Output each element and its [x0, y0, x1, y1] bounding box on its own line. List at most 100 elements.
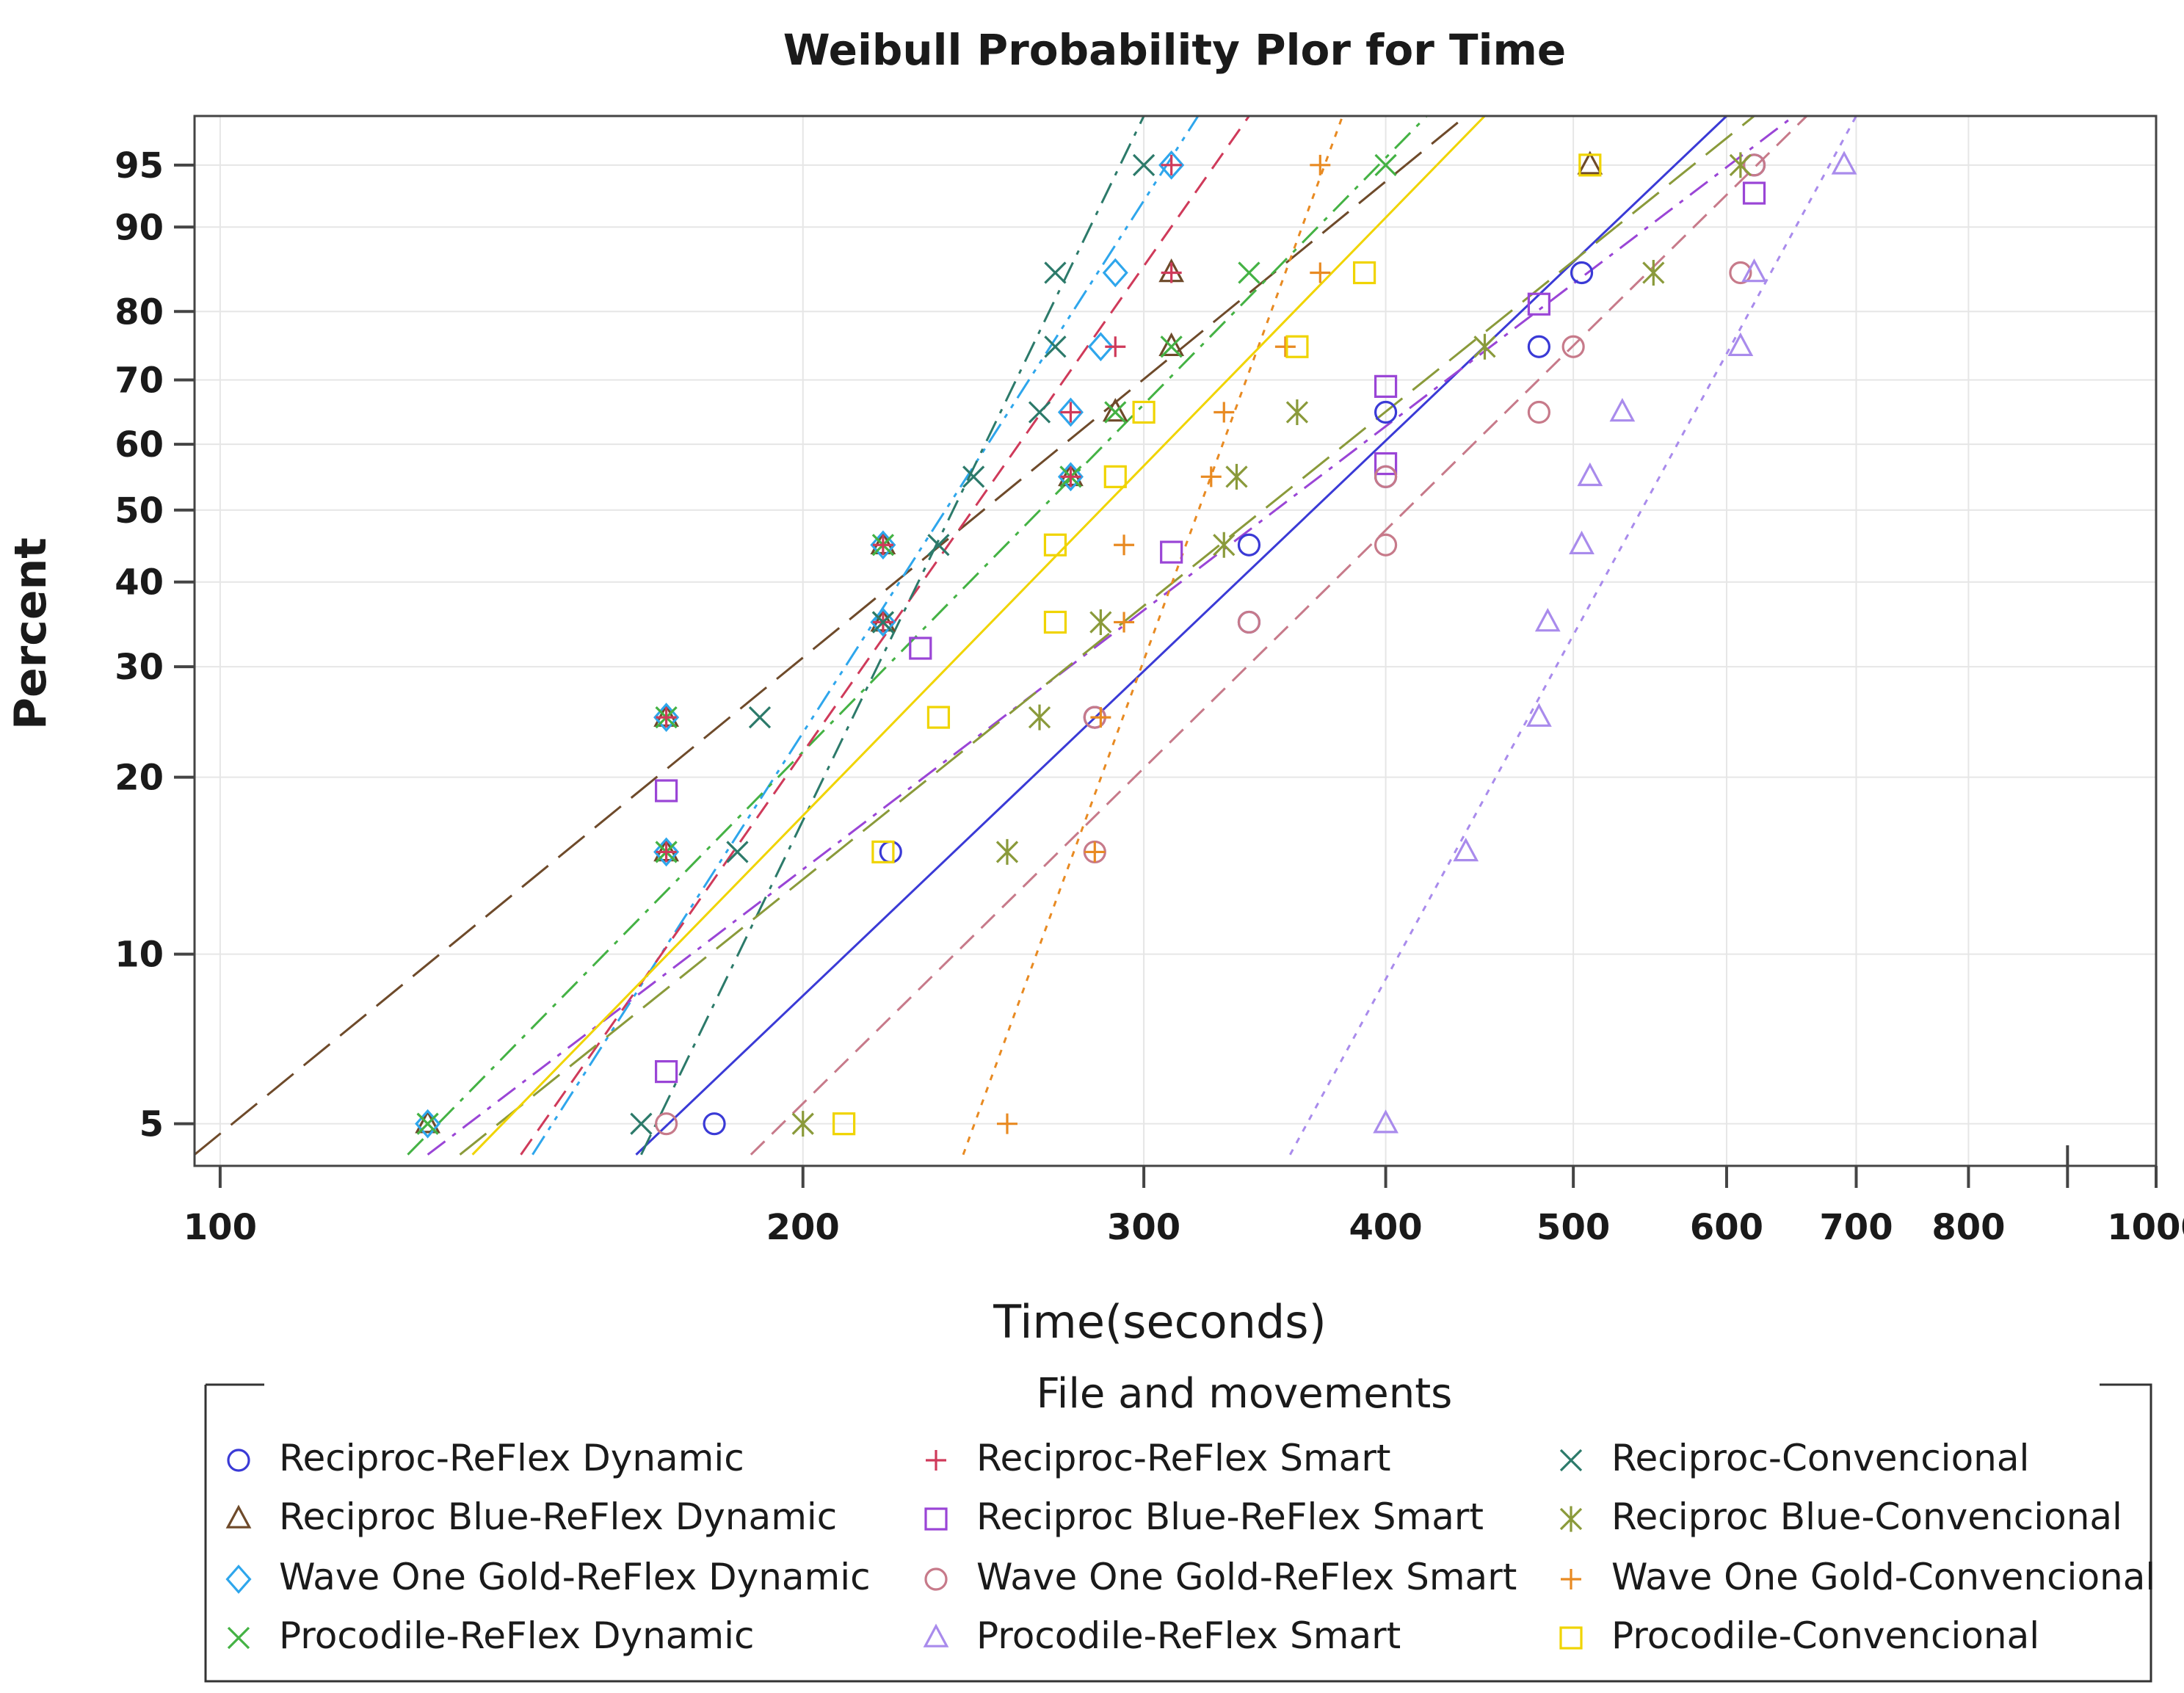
- fit-line-9: [640, 116, 1145, 1156]
- data-point-series-6: [1742, 181, 1766, 205]
- legend-label-11: Wave One Gold-Convencional: [1611, 1556, 2155, 1598]
- legend-label-5: Reciproc-ReFlex Smart: [976, 1437, 1390, 1479]
- legend-label-4: Procodile-ReFlex Dynamic: [279, 1614, 755, 1657]
- data-point-series-5: [656, 841, 677, 863]
- legend-label-3: Wave One Gold-ReFlex Dynamic: [279, 1556, 871, 1598]
- legend-marker-7: [924, 1567, 948, 1591]
- data-point-series-1: [1570, 261, 1594, 285]
- data-point-series-6: [1160, 540, 1183, 564]
- x-tick-label: 200: [766, 1207, 840, 1248]
- data-point-series-4: [1238, 261, 1260, 284]
- data-point-series-7: [1561, 335, 1585, 358]
- y-tick-label: 20: [115, 758, 164, 799]
- data-point-series-7: [1374, 533, 1398, 557]
- data-point-series-8: [1453, 837, 1479, 862]
- data-point-series-4: [1160, 336, 1183, 358]
- legend-marker-5: [926, 1450, 946, 1471]
- data-point-series-2: [1102, 397, 1128, 422]
- data-point-series-7: [1729, 261, 1752, 285]
- data-point-series-12: [926, 706, 951, 729]
- data-point-series-9: [927, 534, 950, 557]
- data-point-series-7: [1374, 465, 1398, 488]
- data-point-series-10: [1213, 532, 1236, 558]
- data-point-series-12: [832, 1112, 856, 1136]
- data-point-series-6: [655, 1060, 678, 1084]
- data-point-series-5: [1060, 402, 1081, 423]
- data-point-series-6: [1374, 374, 1398, 398]
- data-point-series-11: [1090, 707, 1111, 728]
- data-point-series-8: [1534, 607, 1561, 632]
- legend-marker-1: [227, 1449, 250, 1472]
- legend-label-2: Reciproc Blue-ReFlex Dynamic: [279, 1496, 837, 1538]
- legend-frame: [204, 1383, 2152, 1683]
- data-point-series-11: [1213, 402, 1235, 423]
- x-tick-label: 100: [184, 1207, 257, 1248]
- data-point-series-10: [1642, 259, 1665, 286]
- fit-lines: [195, 116, 1857, 1156]
- fit-line-6: [427, 116, 1795, 1156]
- data-point-series-7: [655, 1112, 678, 1136]
- x-tick-label: 500: [1537, 1207, 1610, 1248]
- legend-label-8: Procodile-ReFlex Smart: [976, 1614, 1401, 1657]
- data-point-series-5: [1105, 336, 1126, 358]
- legend-marker-3: [225, 1565, 252, 1594]
- data-points: [415, 150, 1857, 1139]
- legend-marker-6: [924, 1507, 948, 1531]
- legend-entry-3: Wave One Gold-ReFlex Dynamic: [225, 1556, 871, 1598]
- data-point-series-6: [1374, 452, 1398, 476]
- data-point-series-3: [653, 837, 680, 867]
- legend-label-12: Procodile-Convencional: [1611, 1614, 2039, 1657]
- data-point-series-1: [703, 1112, 726, 1136]
- data-point-series-4: [416, 1112, 439, 1135]
- legend-marker-9: [1559, 1449, 1583, 1472]
- legend-entry-1: Reciproc-ReFlex Dynamic: [227, 1437, 744, 1479]
- data-point-series-10: [1225, 463, 1248, 490]
- data-point-series-11: [1274, 336, 1296, 358]
- data-point-series-12: [871, 840, 895, 864]
- data-point-series-9: [871, 611, 895, 634]
- data-point-series-10: [995, 838, 1019, 865]
- data-point-series-10: [1285, 399, 1309, 425]
- data-point-series-11: [1310, 154, 1331, 175]
- data-point-series-9: [748, 706, 772, 729]
- legend-entry-11: Wave One Gold-Convencional: [1561, 1556, 2155, 1598]
- data-point-series-9: [726, 841, 749, 863]
- data-point-series-10: [1473, 333, 1496, 360]
- data-point-series-11: [996, 1113, 1017, 1134]
- legend-entry-2: Reciproc Blue-ReFlex Dynamic: [225, 1496, 837, 1538]
- data-point-series-11: [1200, 466, 1222, 487]
- legend-entry-7: Wave One Gold-ReFlex Smart: [924, 1556, 1517, 1598]
- data-point-series-3: [1102, 258, 1128, 288]
- data-point-series-5: [872, 534, 893, 556]
- data-point-series-1: [1237, 533, 1261, 557]
- fit-line-2: [195, 116, 1467, 1156]
- data-point-series-6: [909, 637, 932, 660]
- data-point-series-2: [1577, 151, 1603, 175]
- data-point-series-3: [653, 703, 680, 733]
- data-point-series-7: [1527, 400, 1550, 424]
- legend-marker-10: [1559, 1506, 1583, 1532]
- data-point-series-9: [1028, 401, 1051, 424]
- data-point-series-12: [1352, 261, 1376, 285]
- fit-line-12: [471, 116, 1486, 1156]
- data-point-series-10: [1089, 609, 1112, 635]
- fit-line-10: [459, 116, 1755, 1156]
- x-axis-label: Time(seconds): [993, 1295, 1327, 1349]
- legend-label-9: Reciproc-Convencional: [1611, 1437, 2029, 1479]
- data-point-series-9: [1044, 336, 1067, 358]
- x-tick-label: 300: [1107, 1207, 1180, 1248]
- data-point-series-6: [655, 779, 678, 802]
- data-point-series-9: [962, 465, 985, 488]
- data-point-series-1: [1527, 335, 1550, 358]
- y-tick-label: 70: [115, 360, 164, 401]
- data-point-series-10: [1028, 704, 1051, 731]
- data-point-series-12: [1132, 400, 1156, 424]
- legend-marker-12: [1559, 1626, 1583, 1650]
- data-point-series-12: [1043, 610, 1067, 634]
- x-tick-label: 600: [1690, 1207, 1763, 1248]
- data-point-series-8: [1831, 151, 1857, 175]
- legend-label-7: Wave One Gold-ReFlex Smart: [976, 1556, 1517, 1598]
- legend: File and movements Reciproc-ReFlex Dynam…: [204, 1370, 2155, 1683]
- data-point-series-3: [1057, 397, 1084, 427]
